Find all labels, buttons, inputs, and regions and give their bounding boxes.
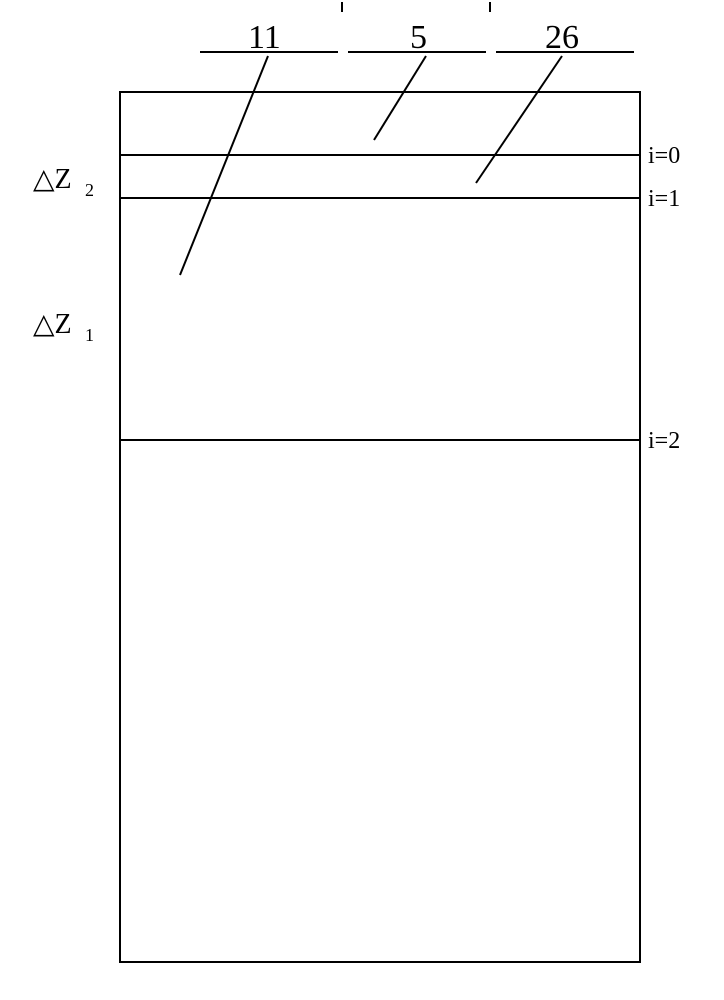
delta-subscript: 2 (85, 180, 94, 200)
leader-label: 11 (248, 19, 281, 56)
diagram-svg: 11 5 26 i=0 i=1 i=2 △Z 2 △Z 1 (0, 0, 724, 1000)
delta-label: △Z (33, 164, 72, 195)
delta-subscript: 1 (85, 325, 94, 345)
diagram-container: 11 5 26 i=0 i=1 i=2 △Z 2 △Z 1 (0, 0, 724, 1000)
i-label: i=0 (648, 143, 680, 169)
i-label: i=2 (648, 428, 680, 454)
delta-label: △Z (33, 309, 72, 340)
leader-label: 5 (410, 19, 427, 56)
i-label: i=1 (648, 186, 680, 212)
leader-label: 26 (545, 19, 579, 56)
